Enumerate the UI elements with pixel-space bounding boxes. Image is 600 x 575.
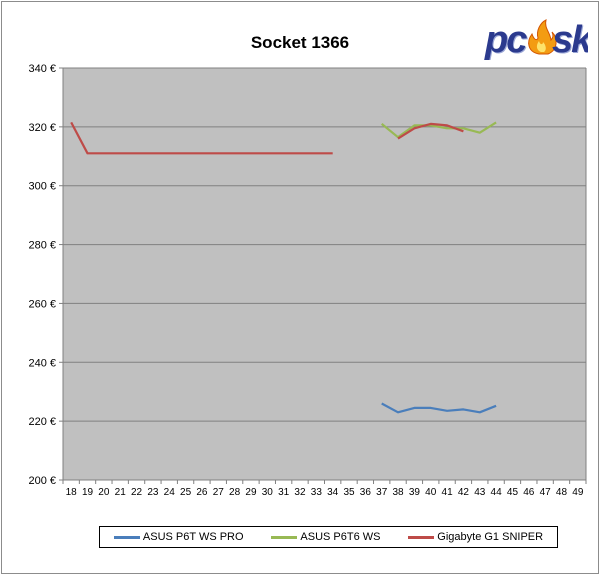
x-tick-label: 20: [98, 487, 110, 498]
x-tick-label: 43: [474, 487, 486, 498]
series-lines: [70, 121, 497, 414]
legend: ASUS P6T WS PRO ASUS P6T6 WS Gigabyte G1…: [99, 526, 558, 548]
x-tick-label: 32: [294, 487, 306, 498]
y-tick-label: 200 €: [28, 475, 56, 487]
series-2: [70, 121, 464, 155]
chart-title: Socket 1366: [250, 33, 350, 52]
x-tick-label: 47: [540, 487, 552, 498]
svg-text:pc: pc: [484, 19, 527, 60]
x-tick-label: 35: [343, 487, 355, 498]
series-line: [381, 121, 497, 139]
series-line: [70, 121, 333, 155]
pcsk-logo-graphic: pc sk: [484, 19, 596, 61]
x-tick-label: 33: [311, 487, 323, 498]
pcsk-logo: pc sk: [484, 14, 596, 61]
y-tick-label: 320 €: [28, 122, 56, 134]
x-tick-label: 30: [262, 487, 274, 498]
legend-swatch: [113, 535, 140, 539]
x-tick-label: 49: [572, 487, 584, 498]
x-tick-label: 31: [278, 487, 290, 498]
x-tick-label: 34: [327, 487, 339, 498]
legend-item-asus-p6t-ws-pro: ASUS P6T WS PRO: [113, 531, 244, 543]
x-tick-label: 39: [409, 487, 421, 498]
x-tick-label: 21: [115, 487, 127, 498]
y-tick-label: 300 €: [28, 181, 56, 193]
legend-swatch: [408, 535, 435, 539]
legend-label: ASUS P6T WS PRO: [142, 531, 244, 543]
x-tick-label: 46: [523, 487, 535, 498]
x-tick-label: 18: [66, 487, 78, 498]
y-tick-label: 220 €: [28, 416, 56, 428]
legend-item-asus-p6t6-ws: ASUS P6T6 WS: [271, 531, 380, 543]
series-0: [381, 402, 497, 414]
x-tick-label: 48: [556, 487, 568, 498]
legend-label: Gigabyte G1 SNIPER: [437, 531, 544, 543]
x-tick-label: 22: [131, 487, 143, 498]
y-tick-label: 240 €: [28, 357, 56, 369]
x-tick-label: 36: [360, 487, 372, 498]
x-tick-label: 28: [229, 487, 241, 498]
y-tick-label: 260 €: [28, 298, 56, 310]
x-tick-label: 38: [392, 487, 404, 498]
x-tick-label: 44: [491, 487, 503, 498]
x-tick-label: 24: [164, 487, 176, 498]
x-tick-label: 37: [376, 487, 388, 498]
legend-swatch: [271, 535, 298, 539]
plot-area: [63, 68, 586, 480]
x-tick-label: 26: [196, 487, 208, 498]
y-tick-label: 340 €: [28, 63, 56, 75]
x-tick-label: 45: [507, 487, 519, 498]
series-line: [381, 402, 497, 414]
y-axis-ticks: 200 € 220 € 240 € 260 € 280 € 300 € 320 € 340 €: [28, 63, 63, 487]
x-tick-label: 42: [458, 487, 470, 498]
x-tick-label: 41: [442, 487, 454, 498]
flame-icon: [528, 19, 557, 55]
x-tick-label: 29: [245, 487, 257, 498]
x-axis-ticks: 18 19 20 21 22 23 24 25 26 27 28 29 30 31 32 33 34 35 36 37…: [62, 480, 587, 498]
x-tick-label: 25: [180, 487, 192, 498]
legend-label: ASUS P6T6 WS: [300, 531, 381, 543]
series-1: [381, 121, 497, 139]
x-tick-label: 23: [147, 487, 159, 498]
series-line: [397, 122, 464, 140]
x-tick-label: 27: [213, 487, 225, 498]
y-tick-label: 280 €: [28, 240, 56, 252]
x-tick-label: 40: [425, 487, 437, 498]
legend-item-gigabyte-g1-sniper: Gigabyte G1 SNIPER: [408, 531, 543, 543]
x-tick-label: 19: [82, 487, 94, 498]
